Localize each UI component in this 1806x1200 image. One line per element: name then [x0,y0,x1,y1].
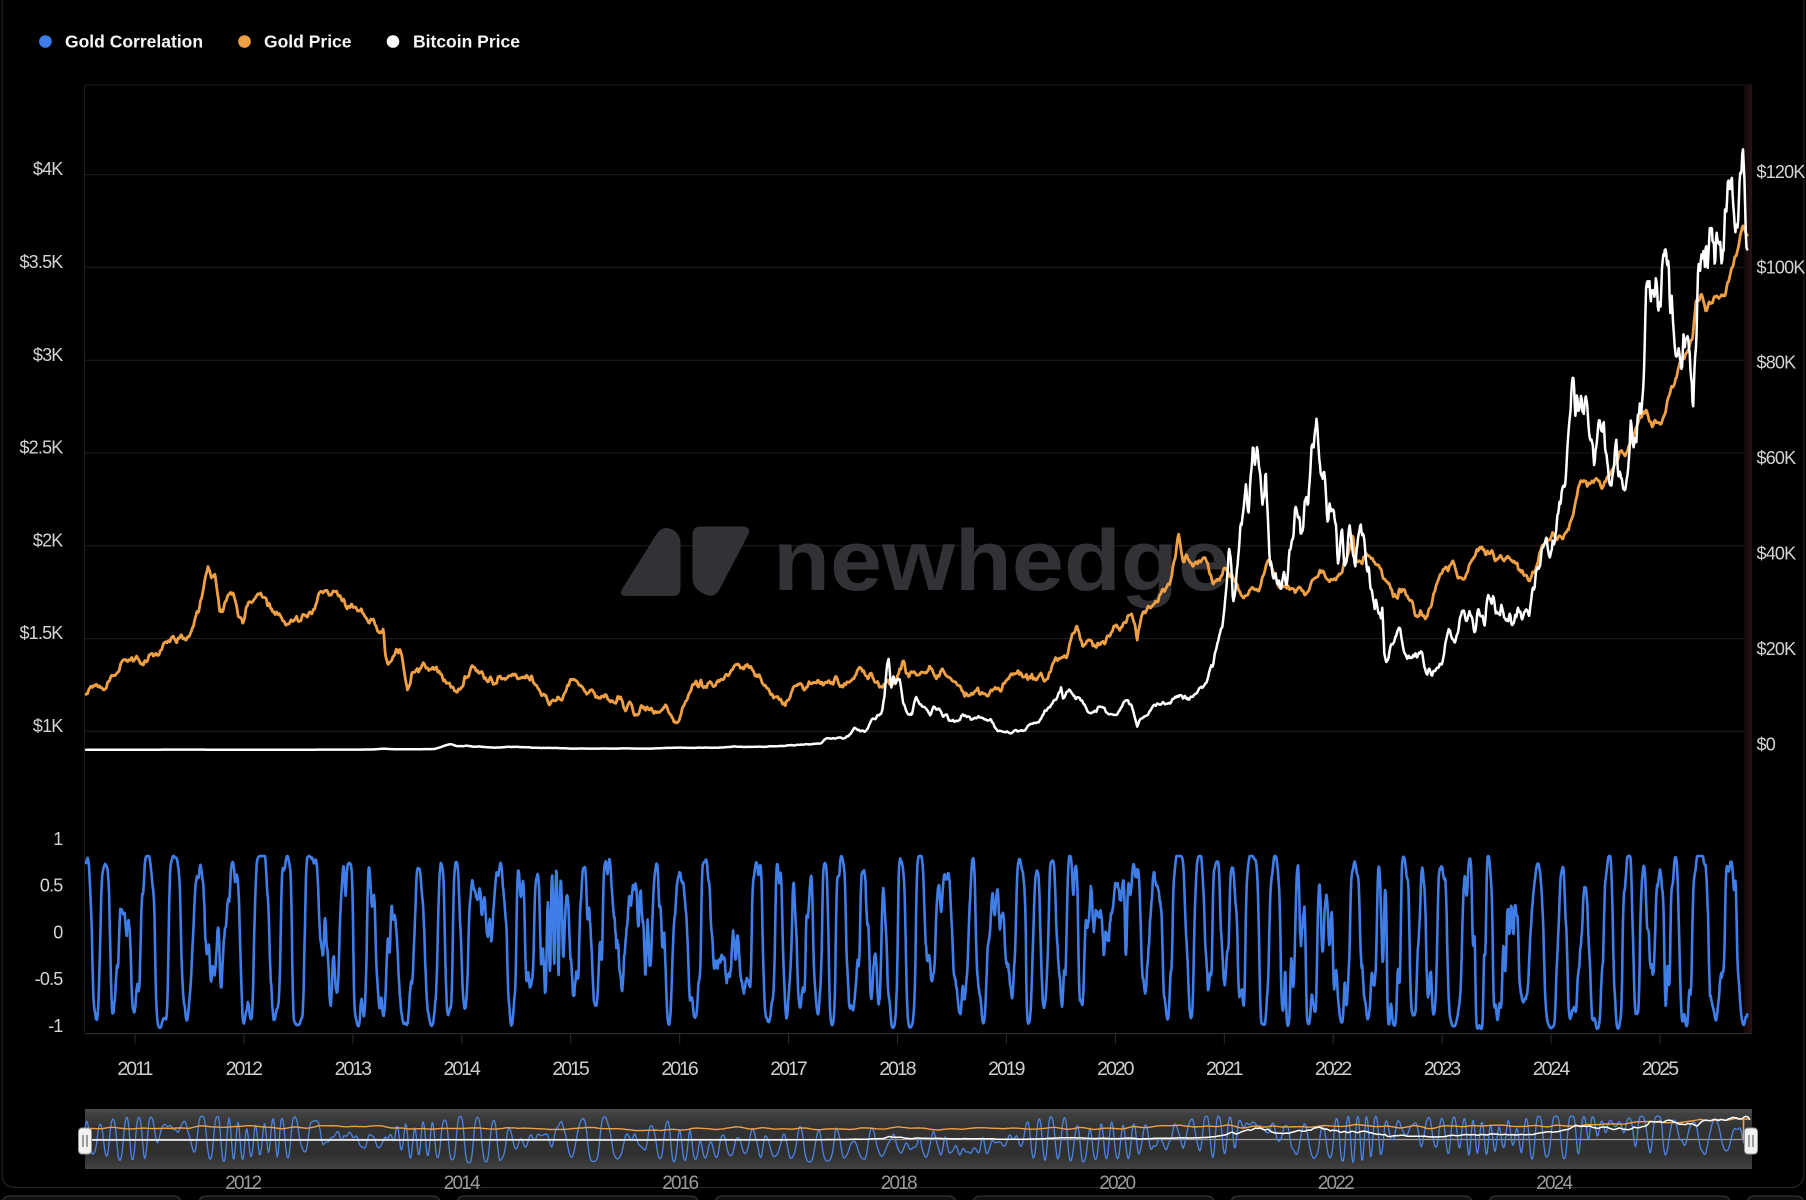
svg-text:2016: 2016 [661,1058,698,1080]
svg-text:2018: 2018 [879,1058,916,1080]
svg-text:$100K: $100K [1757,257,1806,277]
svg-text:2023: 2023 [1424,1058,1461,1080]
svg-text:2017: 2017 [770,1058,807,1080]
svg-text:2014: 2014 [444,1173,481,1194]
svg-text:-0.5: -0.5 [35,969,64,989]
svg-text:2012: 2012 [225,1173,261,1194]
svg-text:$3.5K: $3.5K [19,252,63,272]
svg-text:2024: 2024 [1536,1173,1573,1194]
svg-text:$2.5K: $2.5K [19,438,63,458]
svg-text:$40K: $40K [1757,544,1797,564]
svg-text:$0: $0 [1757,734,1776,754]
svg-text:2012: 2012 [226,1058,263,1080]
svg-text:2024: 2024 [1533,1058,1571,1080]
svg-text:0: 0 [53,922,63,942]
svg-text:$1K: $1K [33,716,63,736]
svg-text:$20K: $20K [1757,639,1797,659]
svg-text:2025: 2025 [1642,1058,1680,1080]
svg-text:2022: 2022 [1315,1058,1352,1080]
svg-text:2013: 2013 [335,1058,372,1080]
svg-text:2019: 2019 [988,1058,1025,1080]
svg-text:Bitcoin Price: Bitcoin Price [413,32,520,52]
svg-text:2015: 2015 [552,1058,590,1080]
svg-text:2018: 2018 [881,1173,917,1194]
svg-text:$80K: $80K [1757,353,1797,373]
svg-text:$1.5K: $1.5K [19,623,63,643]
svg-text:$4K: $4K [33,159,63,179]
svg-text:0.5: 0.5 [40,876,63,896]
svg-text:2011: 2011 [117,1058,152,1080]
svg-text:2022: 2022 [1318,1173,1354,1194]
svg-text:newhedge: newhedge [773,513,1230,609]
svg-text:$120K: $120K [1757,162,1806,182]
svg-text:Gold Correlation: Gold Correlation [65,32,203,52]
svg-text:2014: 2014 [444,1058,482,1080]
svg-text:2021: 2021 [1206,1058,1243,1080]
svg-text:1: 1 [53,829,63,849]
svg-text:2016: 2016 [662,1173,698,1194]
svg-text:2020: 2020 [1099,1173,1135,1194]
svg-text:$2K: $2K [33,530,63,550]
svg-text:2020: 2020 [1097,1058,1135,1080]
svg-text:$60K: $60K [1757,448,1797,468]
svg-text:Gold Price: Gold Price [264,32,352,52]
svg-text:$3K: $3K [33,345,63,365]
svg-text:-1: -1 [48,1016,63,1036]
